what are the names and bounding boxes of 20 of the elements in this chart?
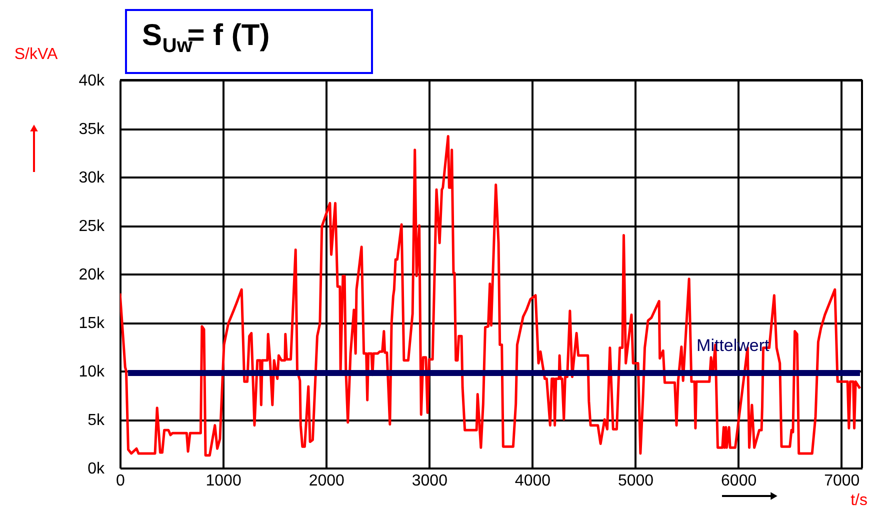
x-tick-label: 7000 xyxy=(824,472,860,490)
y-tick-label: 10k xyxy=(78,364,106,380)
x-tick-label: 4000 xyxy=(514,472,551,490)
y-tick-label: 15k xyxy=(78,315,106,332)
y-tick-label: 20k xyxy=(78,266,106,284)
x-tick-label: 1000 xyxy=(206,472,242,490)
y-tick-label: 35k xyxy=(78,121,106,138)
y-tick-label: 0k xyxy=(88,460,106,478)
y-axis-title: S/kVA xyxy=(14,46,58,63)
line-series xyxy=(120,135,862,457)
y-tick-label: 25k xyxy=(78,218,106,235)
x-tick-label: 3000 xyxy=(412,472,448,490)
y-tick-label: 40k xyxy=(78,72,106,90)
y-tick-label: 5k xyxy=(88,412,106,429)
x-tick-label: 6000 xyxy=(721,472,757,490)
x-tick-label: 0 xyxy=(116,472,126,490)
y-tick-label: 30k xyxy=(78,170,106,186)
x-tick-label: 2000 xyxy=(308,472,345,490)
x-axis-title: t/s xyxy=(850,492,868,509)
x-tick-label: 5000 xyxy=(618,472,654,490)
